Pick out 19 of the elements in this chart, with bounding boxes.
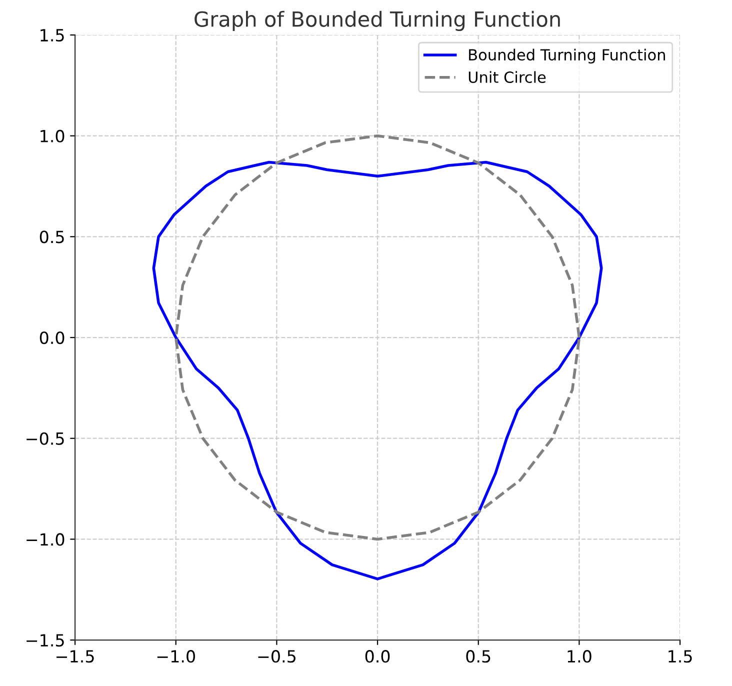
y-tick-label: −1.5 (26, 634, 64, 647)
y-tick-label: −1.0 (26, 533, 64, 546)
line-series (174, 134, 581, 541)
y-tick-label: 0.0 (40, 331, 64, 344)
x-tick-label: 1.5 (668, 650, 692, 663)
x-tick-label: −1.0 (157, 650, 195, 663)
y-tick-label: 1.0 (40, 130, 64, 142)
chart-title: Graph of Bounded Turning Function (194, 10, 560, 31)
legend-label: Unit Circle (468, 71, 546, 83)
x-tick-label: −0.5 (258, 650, 296, 663)
y-tick-label: −0.5 (26, 432, 64, 445)
y-tick-label: 1.5 (40, 29, 64, 42)
legend-label: Bounded Turning Function (469, 48, 665, 64)
x-tick-label: 0.0 (365, 650, 390, 663)
x-tick-label: −1.5 (56, 650, 94, 663)
y-tick-label: 0.5 (40, 230, 64, 244)
x-tick-label: 1.0 (568, 650, 592, 663)
x-tick-label: 0.5 (466, 650, 490, 663)
line-series (152, 160, 603, 580)
